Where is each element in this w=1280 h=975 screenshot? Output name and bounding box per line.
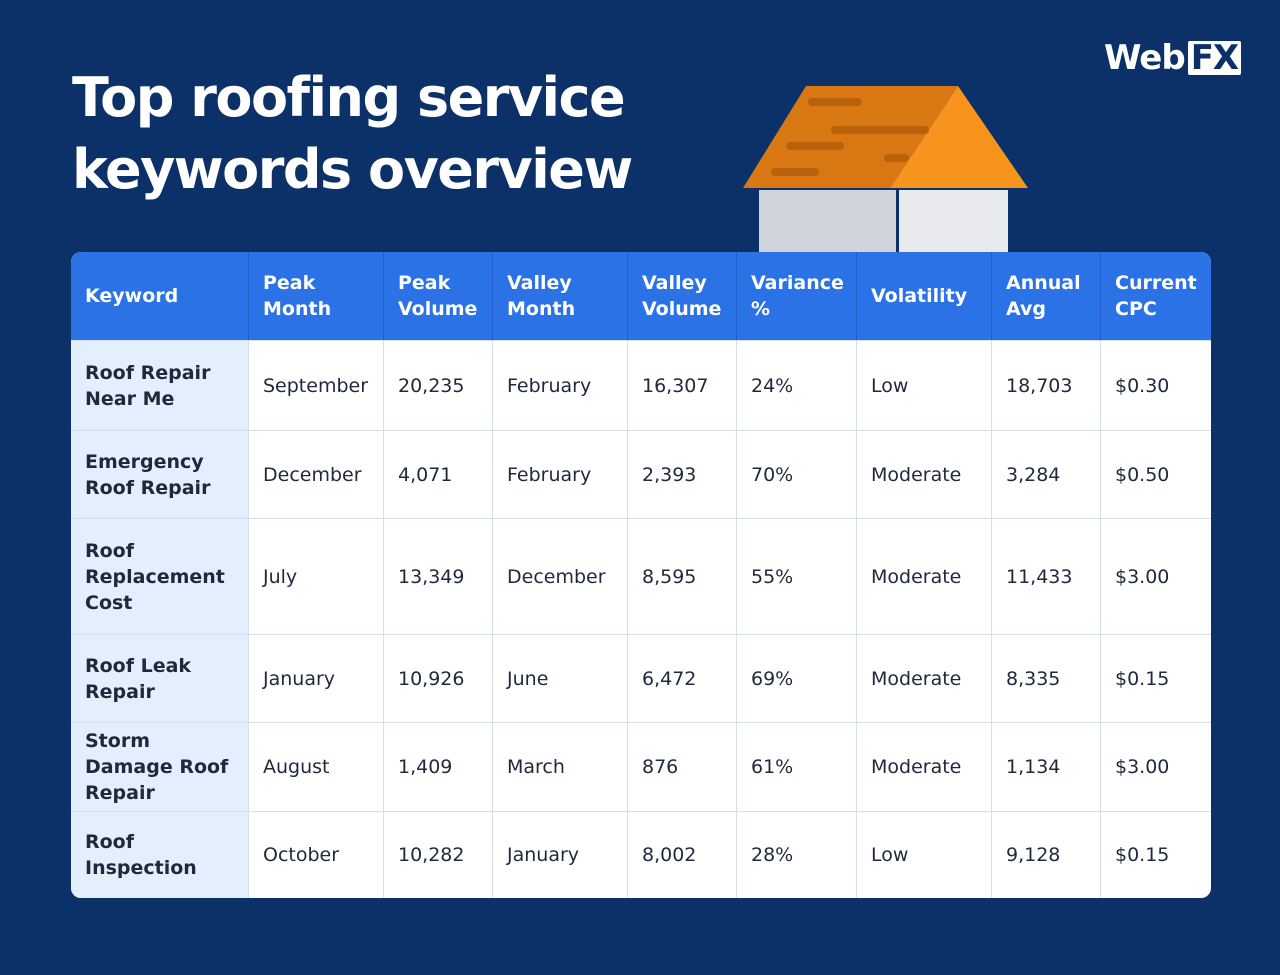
table-cell: $0.30 xyxy=(1101,340,1211,430)
table-cell: Moderate xyxy=(857,722,992,811)
column-header: Peak Volume xyxy=(384,252,493,340)
table-cell: 3,284 xyxy=(992,430,1101,518)
table-cell: 16,307 xyxy=(628,340,737,430)
table-cell: 8,595 xyxy=(628,518,737,634)
header-row: Keyword Peak Month Peak Volume Valley Month… xyxy=(71,252,1211,340)
table-cell: September xyxy=(249,340,384,430)
column-header: Keyword xyxy=(71,252,249,340)
title: Top roofing service keywords overview xyxy=(72,66,633,201)
table-cell: 8,002 xyxy=(628,811,737,898)
table-cell: February xyxy=(493,340,628,430)
table-row: Roof Replacement Cost July 13,349 December 8… xyxy=(71,518,1211,634)
logo-word: Web xyxy=(1104,38,1186,78)
table-cell: February xyxy=(493,430,628,518)
house-illustration xyxy=(743,86,1028,254)
table-cell: Moderate xyxy=(857,518,992,634)
keyword-cell: Roof Leak Repair xyxy=(71,634,249,722)
table-cell: 55% xyxy=(737,518,857,634)
table-cell: January xyxy=(493,811,628,898)
column-header: Valley Volume xyxy=(628,252,737,340)
keyword-cell: Storm Damage Roof Repair xyxy=(71,722,249,811)
table-cell: July xyxy=(249,518,384,634)
table-cell: Low xyxy=(857,340,992,430)
table-cell: 1,134 xyxy=(992,722,1101,811)
table-row: Roof Inspection October 10,282 January 8,002… xyxy=(71,811,1211,898)
table-cell: 70% xyxy=(737,430,857,518)
table-cell: $0.15 xyxy=(1101,811,1211,898)
table-cell: Moderate xyxy=(857,634,992,722)
table-cell: March xyxy=(493,722,628,811)
table-cell: 69% xyxy=(737,634,857,722)
logo: Web FX xyxy=(1104,38,1242,78)
column-header: Variance % xyxy=(737,252,857,340)
table-cell: 4,071 xyxy=(384,430,493,518)
table-cell: $0.50 xyxy=(1101,430,1211,518)
table-cell: 10,926 xyxy=(384,634,493,722)
keyword-cell: Roof Inspection xyxy=(71,811,249,898)
keywords-table: Keyword Peak Month Peak Volume Valley Month… xyxy=(71,252,1211,898)
table-cell: June xyxy=(493,634,628,722)
table-row: Roof Leak Repair January 10,926 June 6,472 69… xyxy=(71,634,1211,722)
table-cell: December xyxy=(493,518,628,634)
table-cell: $3.00 xyxy=(1101,518,1211,634)
keyword-cell: Roof Replacement Cost xyxy=(71,518,249,634)
table-cell: 18,703 xyxy=(992,340,1101,430)
table-cell: 11,433 xyxy=(992,518,1101,634)
table-cell: $3.00 xyxy=(1101,722,1211,811)
table-cell: 28% xyxy=(737,811,857,898)
table-cell: 1,409 xyxy=(384,722,493,811)
table-cell: $0.15 xyxy=(1101,634,1211,722)
table-cell: 20,235 xyxy=(384,340,493,430)
column-header: Peak Month xyxy=(249,252,384,340)
column-header: Annual Avg xyxy=(992,252,1101,340)
keyword-cell: Roof Repair Near Me xyxy=(71,340,249,430)
table-cell: Moderate xyxy=(857,430,992,518)
table-cell: 61% xyxy=(737,722,857,811)
table-cell: Low xyxy=(857,811,992,898)
table-row: Roof Repair Near Me September 20,235 Februa… xyxy=(71,340,1211,430)
table-cell: December xyxy=(249,430,384,518)
table-cell: 2,393 xyxy=(628,430,737,518)
column-header: Valley Month xyxy=(493,252,628,340)
table-cell: October xyxy=(249,811,384,898)
table-cell: 876 xyxy=(628,722,737,811)
table-cell: 8,335 xyxy=(992,634,1101,722)
keyword-cell: Emergency Roof Repair xyxy=(71,430,249,518)
table-cell: 13,349 xyxy=(384,518,493,634)
column-header: Volatility xyxy=(857,252,992,340)
table-cell: 24% xyxy=(737,340,857,430)
column-header: Current CPC xyxy=(1101,252,1211,340)
table-row: Storm Damage Roof Repair August 1,409 March… xyxy=(71,722,1211,811)
table-cell: August xyxy=(249,722,384,811)
table-row: Emergency Roof Repair December 4,071 Februa… xyxy=(71,430,1211,518)
logo-mark: FX xyxy=(1187,41,1242,75)
table-cell: 9,128 xyxy=(992,811,1101,898)
table-cell: 10,282 xyxy=(384,811,493,898)
table-cell: 6,472 xyxy=(628,634,737,722)
table-cell: January xyxy=(249,634,384,722)
